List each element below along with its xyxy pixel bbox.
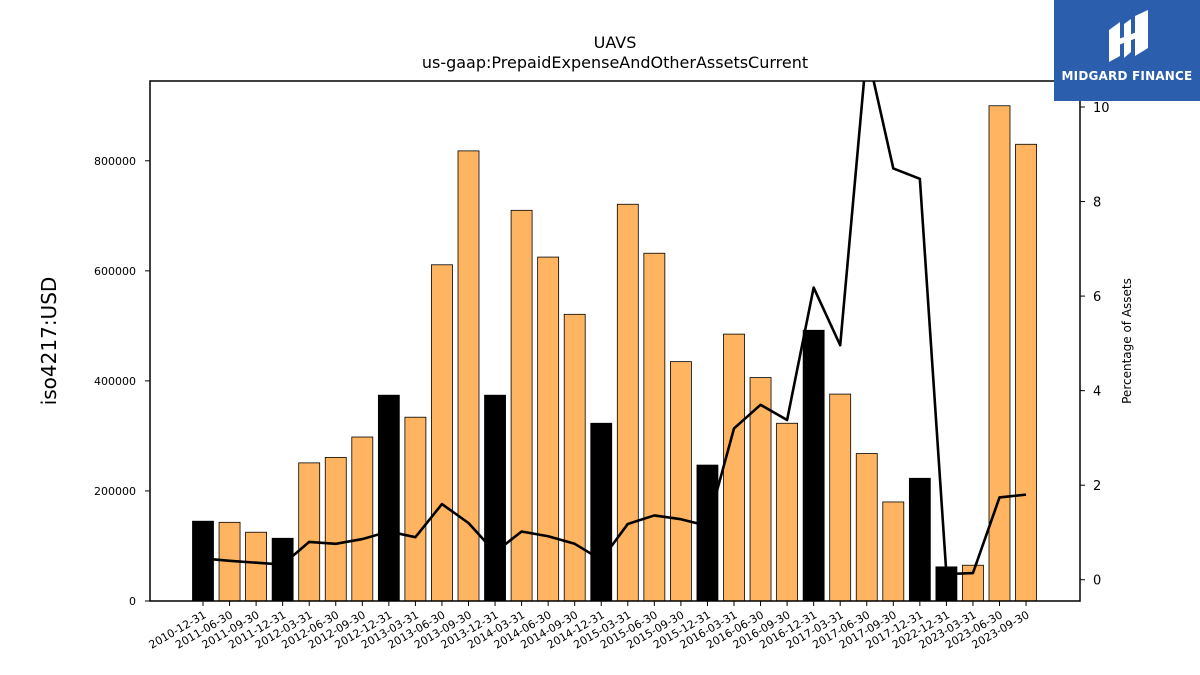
y2-axis: 0 2 4 6 8 10: [1080, 101, 1110, 589]
bar-2017-06-30: [855, 453, 878, 602]
chart-subtitle: us-gaap:PrepaidExpenseAndOtherAssetsCurr…: [422, 53, 808, 72]
percentage-line: [202, 81, 1027, 576]
chart-title: UAVS: [594, 33, 637, 52]
y2-axis-label: Percentage of Assets: [1120, 278, 1134, 404]
bar-2015-06-30: [643, 252, 666, 602]
bar-2011-12-31: [271, 537, 294, 602]
bar-2014-12-31: [590, 422, 613, 602]
y-tick-label: 800000: [94, 155, 136, 168]
y2-tick-label: 6: [1093, 290, 1101, 305]
y-tick-label: 600000: [94, 265, 136, 278]
y-tick-label: 200000: [94, 485, 136, 498]
bar-2014-03-31: [510, 209, 533, 602]
y2-tick-label: 2: [1093, 479, 1101, 494]
bar-2017-12-31: [908, 477, 931, 602]
y2-tick-label: 8: [1093, 196, 1101, 211]
bar-2013-12-31: [484, 394, 506, 602]
bar-2017-03-31: [829, 393, 852, 602]
line-series: [202, 81, 1027, 576]
bar-2016-09-30: [776, 422, 798, 602]
plot-frame: [149, 80, 1081, 602]
bar-2010-12-31: [192, 520, 214, 602]
y-tick-label: 400000: [94, 375, 136, 388]
bar-2017-09-30: [882, 501, 905, 602]
midgard-finance-logo: MIDGARD FINANCE: [1054, 0, 1200, 101]
bar-2013-03-31: [404, 416, 427, 602]
bar-series: [192, 105, 1037, 602]
bar-2015-12-31: [696, 464, 719, 602]
bar-2012-12-31: [377, 394, 400, 602]
bar-2015-03-31: [616, 203, 639, 602]
bar-2023-06-30: [988, 105, 1011, 602]
bar-2023-09-30: [1015, 143, 1037, 602]
logo-text: MIDGARD FINANCE: [1061, 69, 1193, 83]
bar-2016-03-31: [723, 333, 745, 602]
bar-2012-03-31: [298, 462, 321, 602]
y2-tick-label: 10: [1093, 101, 1110, 116]
bar-2014-06-30: [537, 256, 560, 602]
bar-2012-09-30: [351, 436, 374, 602]
y-axis: 0 200000 400000 600000 800000: [94, 155, 150, 608]
bar-2016-12-31: [802, 329, 825, 602]
y2-tick-label: 4: [1093, 385, 1101, 400]
bar-2015-09-30: [670, 361, 692, 602]
bar-2014-09-30: [563, 313, 586, 602]
midgard-logo-icon: [1109, 10, 1148, 62]
bar-2011-09-30: [245, 531, 268, 602]
bar-2013-09-30: [457, 150, 480, 602]
y-axis-label: iso4217:USD: [37, 277, 61, 406]
y2-tick-label: 0: [1093, 574, 1101, 589]
bar-2013-06-30: [431, 264, 453, 602]
x-axis: 2010-12-312011-06-302011-09-302011-12-31…: [147, 601, 1032, 652]
y-tick-label: 0: [129, 595, 136, 608]
bar-2012-06-30: [324, 456, 347, 602]
